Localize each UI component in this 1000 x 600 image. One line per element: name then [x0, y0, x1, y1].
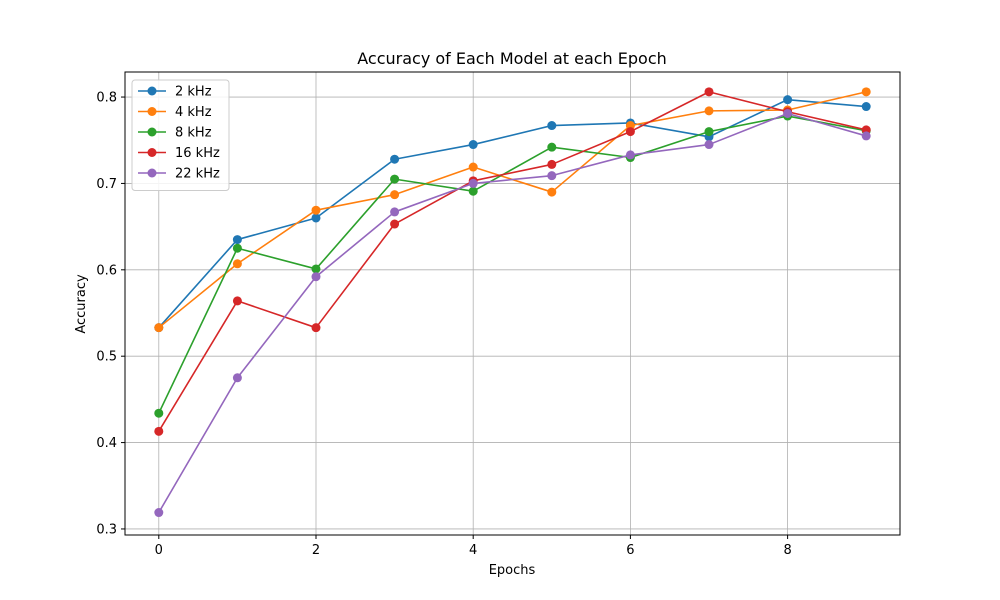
legend-item: 16 kHz [138, 146, 220, 161]
data-point [390, 174, 400, 184]
legend-label: 16 kHz [175, 146, 220, 161]
legend-label: 4 kHz [175, 105, 212, 120]
legend-item: 4 kHz [138, 105, 212, 120]
data-point [861, 87, 871, 97]
y-tick-label: 0.6 [96, 263, 117, 278]
ticks: 0 2 4 6 8 0.3 0.4 0.5 0.6 0.7 0.8 [96, 91, 791, 558]
data-point [625, 150, 635, 160]
legend-label: 22 kHz [175, 167, 220, 182]
data-point [232, 243, 242, 253]
y-tick-label: 0.5 [96, 350, 117, 365]
y-tick-label: 0.8 [96, 91, 117, 106]
series-line [158, 91, 867, 432]
series-line [158, 98, 867, 329]
data-point [704, 87, 714, 97]
legend-marker [147, 148, 157, 157]
data-point [232, 373, 242, 383]
legend-item: 8 kHz [138, 126, 212, 141]
data-point [468, 140, 478, 150]
data-point [232, 235, 242, 245]
data-point [783, 95, 793, 105]
series-22-khz [154, 108, 871, 518]
x-tick-label: 8 [783, 543, 791, 558]
data-point [468, 178, 478, 188]
data-point [390, 207, 400, 217]
data-point [154, 323, 164, 333]
data-point [468, 186, 478, 196]
y-tick-label: 0.4 [96, 436, 117, 451]
data-point [861, 131, 871, 141]
data-point [547, 142, 557, 152]
data-point [154, 408, 164, 418]
data-point [154, 426, 164, 436]
series-2-khz [154, 95, 871, 333]
legend-marker [147, 127, 157, 137]
y-axis-label: Accuracy [74, 274, 89, 334]
data-point [390, 154, 400, 164]
series-line [158, 115, 867, 414]
data-point [390, 219, 400, 229]
data-point [547, 121, 557, 131]
legend-label: 2 kHz [175, 85, 212, 100]
data-point [232, 259, 242, 269]
series-layer [154, 87, 871, 518]
x-tick-label: 4 [469, 543, 477, 558]
x-tick-label: 0 [155, 543, 163, 558]
legend-label: 8 kHz [175, 126, 212, 141]
y-tick-label: 0.7 [96, 177, 117, 192]
data-point [704, 140, 714, 150]
legend-marker [147, 86, 157, 96]
data-point [704, 127, 714, 137]
data-point [311, 272, 321, 282]
data-point [390, 190, 400, 200]
data-point [311, 264, 321, 274]
plot-frame [124, 71, 901, 536]
data-point [468, 162, 478, 172]
legend-item: 22 kHz [138, 167, 220, 182]
data-point [311, 213, 321, 223]
y-tick-label: 0.3 [96, 522, 117, 537]
legend: 2 kHz 4 kHz 8 kHz 16 kHz 22 kHz [131, 79, 230, 191]
data-point [783, 108, 793, 118]
x-tick-label: 2 [312, 543, 320, 558]
data-point [625, 127, 635, 137]
data-point [704, 106, 714, 116]
data-point [547, 171, 557, 181]
data-point [154, 508, 164, 518]
data-point [547, 187, 557, 197]
legend-item: 2 kHz [138, 85, 212, 100]
x-tick-label: 6 [626, 543, 634, 558]
data-point [232, 296, 242, 306]
chart-title: Accuracy of Each Model at each Epoch [357, 49, 667, 68]
legend-marker [147, 168, 157, 178]
x-axis-label: Epochs [489, 563, 536, 578]
legend-marker [147, 107, 157, 116]
data-point [311, 205, 321, 215]
data-point [547, 159, 557, 169]
data-point [311, 323, 321, 333]
legend-box [131, 79, 230, 191]
data-point [861, 102, 871, 112]
series-line [158, 112, 867, 513]
